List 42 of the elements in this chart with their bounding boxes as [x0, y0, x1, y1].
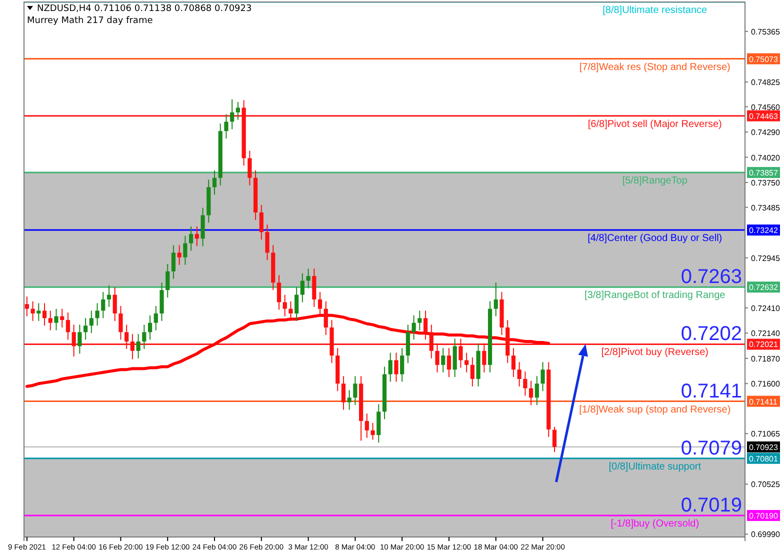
ref-line-label: [1/8]Weak sup (stop and Reverse) — [579, 404, 731, 416]
y-tick-label: 0.75073 — [749, 54, 778, 64]
y-tick-label: 0.71870 — [751, 354, 780, 364]
y-tick-label: 0.74290 — [751, 128, 780, 138]
y-tick-label: 0.74020 — [751, 153, 780, 162]
y-tick-label: 0.72410 — [751, 304, 780, 313]
y-tick-label: 0.70923 — [749, 442, 778, 452]
y-tick-label: 0.73242 — [749, 226, 778, 236]
y-tick-label: 0.73750 — [751, 178, 780, 188]
ref-line-label: [8/8]Ultimate resistance — [602, 5, 708, 16]
annotation: 0.7263 — [680, 266, 742, 288]
y-tick-label: 0.74560 — [751, 102, 780, 112]
annotation: 0.7019 — [680, 494, 742, 516]
y-tick-label: 0.72945 — [751, 254, 780, 263]
chart-title: NZDUSD,H4 0.71106 0.71138 0.70868 0.70923 — [37, 4, 252, 14]
y-tick-label: 0.75365 — [751, 27, 780, 36]
y-tick-label: 0.72140 — [751, 329, 780, 338]
y-tick-label: 0.73857 — [749, 168, 778, 178]
annotation: 0.7079 — [680, 437, 742, 460]
annotation: 0.7141 — [680, 380, 742, 402]
ref-line-label: [-1/8]buy (Oversold) — [610, 518, 700, 530]
y-tick-label: 0.71411 — [749, 397, 778, 406]
ref-line-label: [2/8]Pivot buy (Reverse) — [601, 347, 709, 358]
y-tick-label: 0.70801 — [749, 454, 778, 464]
ref-line-label: [4/8]Center (Good Buy or Sell) — [588, 233, 722, 244]
y-tick-label: 0.74825 — [751, 78, 780, 87]
y-tick-label: 0.74463 — [749, 112, 778, 121]
y-tick-label: 0.71600 — [751, 380, 780, 389]
ref-line-label: [7/8]Weak res (Stop and Reverse) — [579, 62, 730, 73]
annotation: 0.7202 — [680, 323, 742, 346]
ref-line-label: [6/8]Pivot sell (Major Reverse) — [588, 118, 722, 130]
y-tick-label: 0.72632 — [749, 283, 778, 292]
y-tick-label: 0.70525 — [751, 480, 780, 490]
ref-line-label: [0/8]Ultimate support — [608, 461, 702, 472]
ref-line-label: [3/8]RangeBot of trading Range — [584, 290, 726, 302]
y-tick-label: 0.70190 — [749, 511, 778, 520]
y-tick-label: 0.71065 — [751, 430, 780, 439]
y-tick-label: 0.72021 — [749, 340, 778, 350]
ref-line-label: [5/8]RangeTop — [622, 176, 688, 187]
y-tick-label: 0.73485 — [751, 203, 780, 212]
text: Murrey Math 217 day frame — [27, 16, 154, 26]
y-tick-label: 0.69990 — [751, 530, 780, 540]
